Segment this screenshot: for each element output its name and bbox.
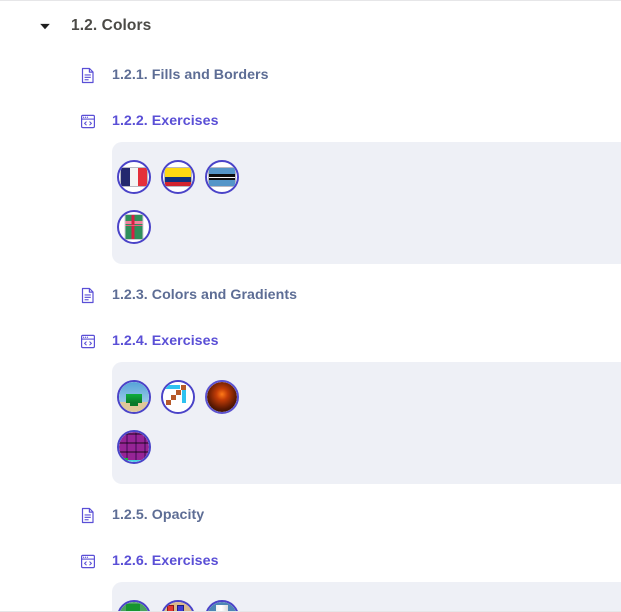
thumb-glass-drink[interactable]	[200, 592, 244, 611]
document-page-icon	[80, 67, 96, 84]
entry-row-exercises-1-2-4[interactable]: 1.2.4. Exercises	[0, 326, 621, 356]
section-header-colors[interactable]: 1.2. Colors	[0, 8, 621, 44]
entry-row-opacity[interactable]: 1.2.5. Opacity	[0, 500, 621, 530]
entry-row-fills-and-borders[interactable]: 1.2.1. Fills and Borders	[0, 60, 621, 90]
code-window-icon	[80, 333, 96, 350]
thumbnail-panel-1-2-4	[112, 362, 621, 484]
entry-link-opacity[interactable]: 1.2.5. Opacity	[112, 507, 205, 523]
triangle-down-icon[interactable]	[38, 19, 52, 33]
thumb-books-shelf[interactable]	[156, 592, 200, 611]
thumb-flag-botswana[interactable]	[200, 152, 244, 202]
thumbnail-grid	[112, 152, 244, 252]
document-page-icon	[80, 507, 96, 524]
entry-link-fills-and-borders[interactable]: 1.2.1. Fills and Borders	[112, 67, 269, 83]
thumb-stairs-pattern[interactable]	[156, 372, 200, 422]
entry-row-exercises-1-2-2[interactable]: 1.2.2. Exercises	[0, 106, 621, 136]
thumb-landscape-tree[interactable]	[112, 372, 156, 422]
thumbnail-panel-1-2-2	[112, 142, 621, 264]
entry-link-exercises-1-2-2[interactable]: 1.2.2. Exercises	[112, 113, 219, 129]
thumb-flag-france[interactable]	[112, 152, 156, 202]
entry-row-colors-and-gradients[interactable]: 1.2.3. Colors and Gradients	[0, 280, 621, 310]
document-page-icon	[80, 287, 96, 304]
code-window-icon	[80, 113, 96, 130]
entry-link-exercises-1-2-6[interactable]: 1.2.6. Exercises	[112, 553, 219, 569]
code-window-icon	[80, 553, 96, 570]
entry-link-exercises-1-2-4[interactable]: 1.2.4. Exercises	[112, 333, 219, 349]
page-title: 1.2. Colors	[71, 17, 152, 34]
thumbnail-grid	[112, 592, 244, 611]
entry-link-colors-and-gradients[interactable]: 1.2.3. Colors and Gradients	[112, 287, 298, 303]
thumb-magenta-grid[interactable]	[112, 422, 156, 472]
entry-row-exercises-1-2-6[interactable]: 1.2.6. Exercises	[0, 546, 621, 576]
thumb-green-cross[interactable]	[112, 202, 156, 252]
thumb-radial-sphere[interactable]	[200, 372, 244, 422]
thumbnail-panel-1-2-6	[112, 582, 621, 611]
thumbnail-grid	[112, 372, 244, 472]
thumb-flag-colombia[interactable]	[156, 152, 200, 202]
thumb-tree-reflection[interactable]	[112, 592, 156, 611]
